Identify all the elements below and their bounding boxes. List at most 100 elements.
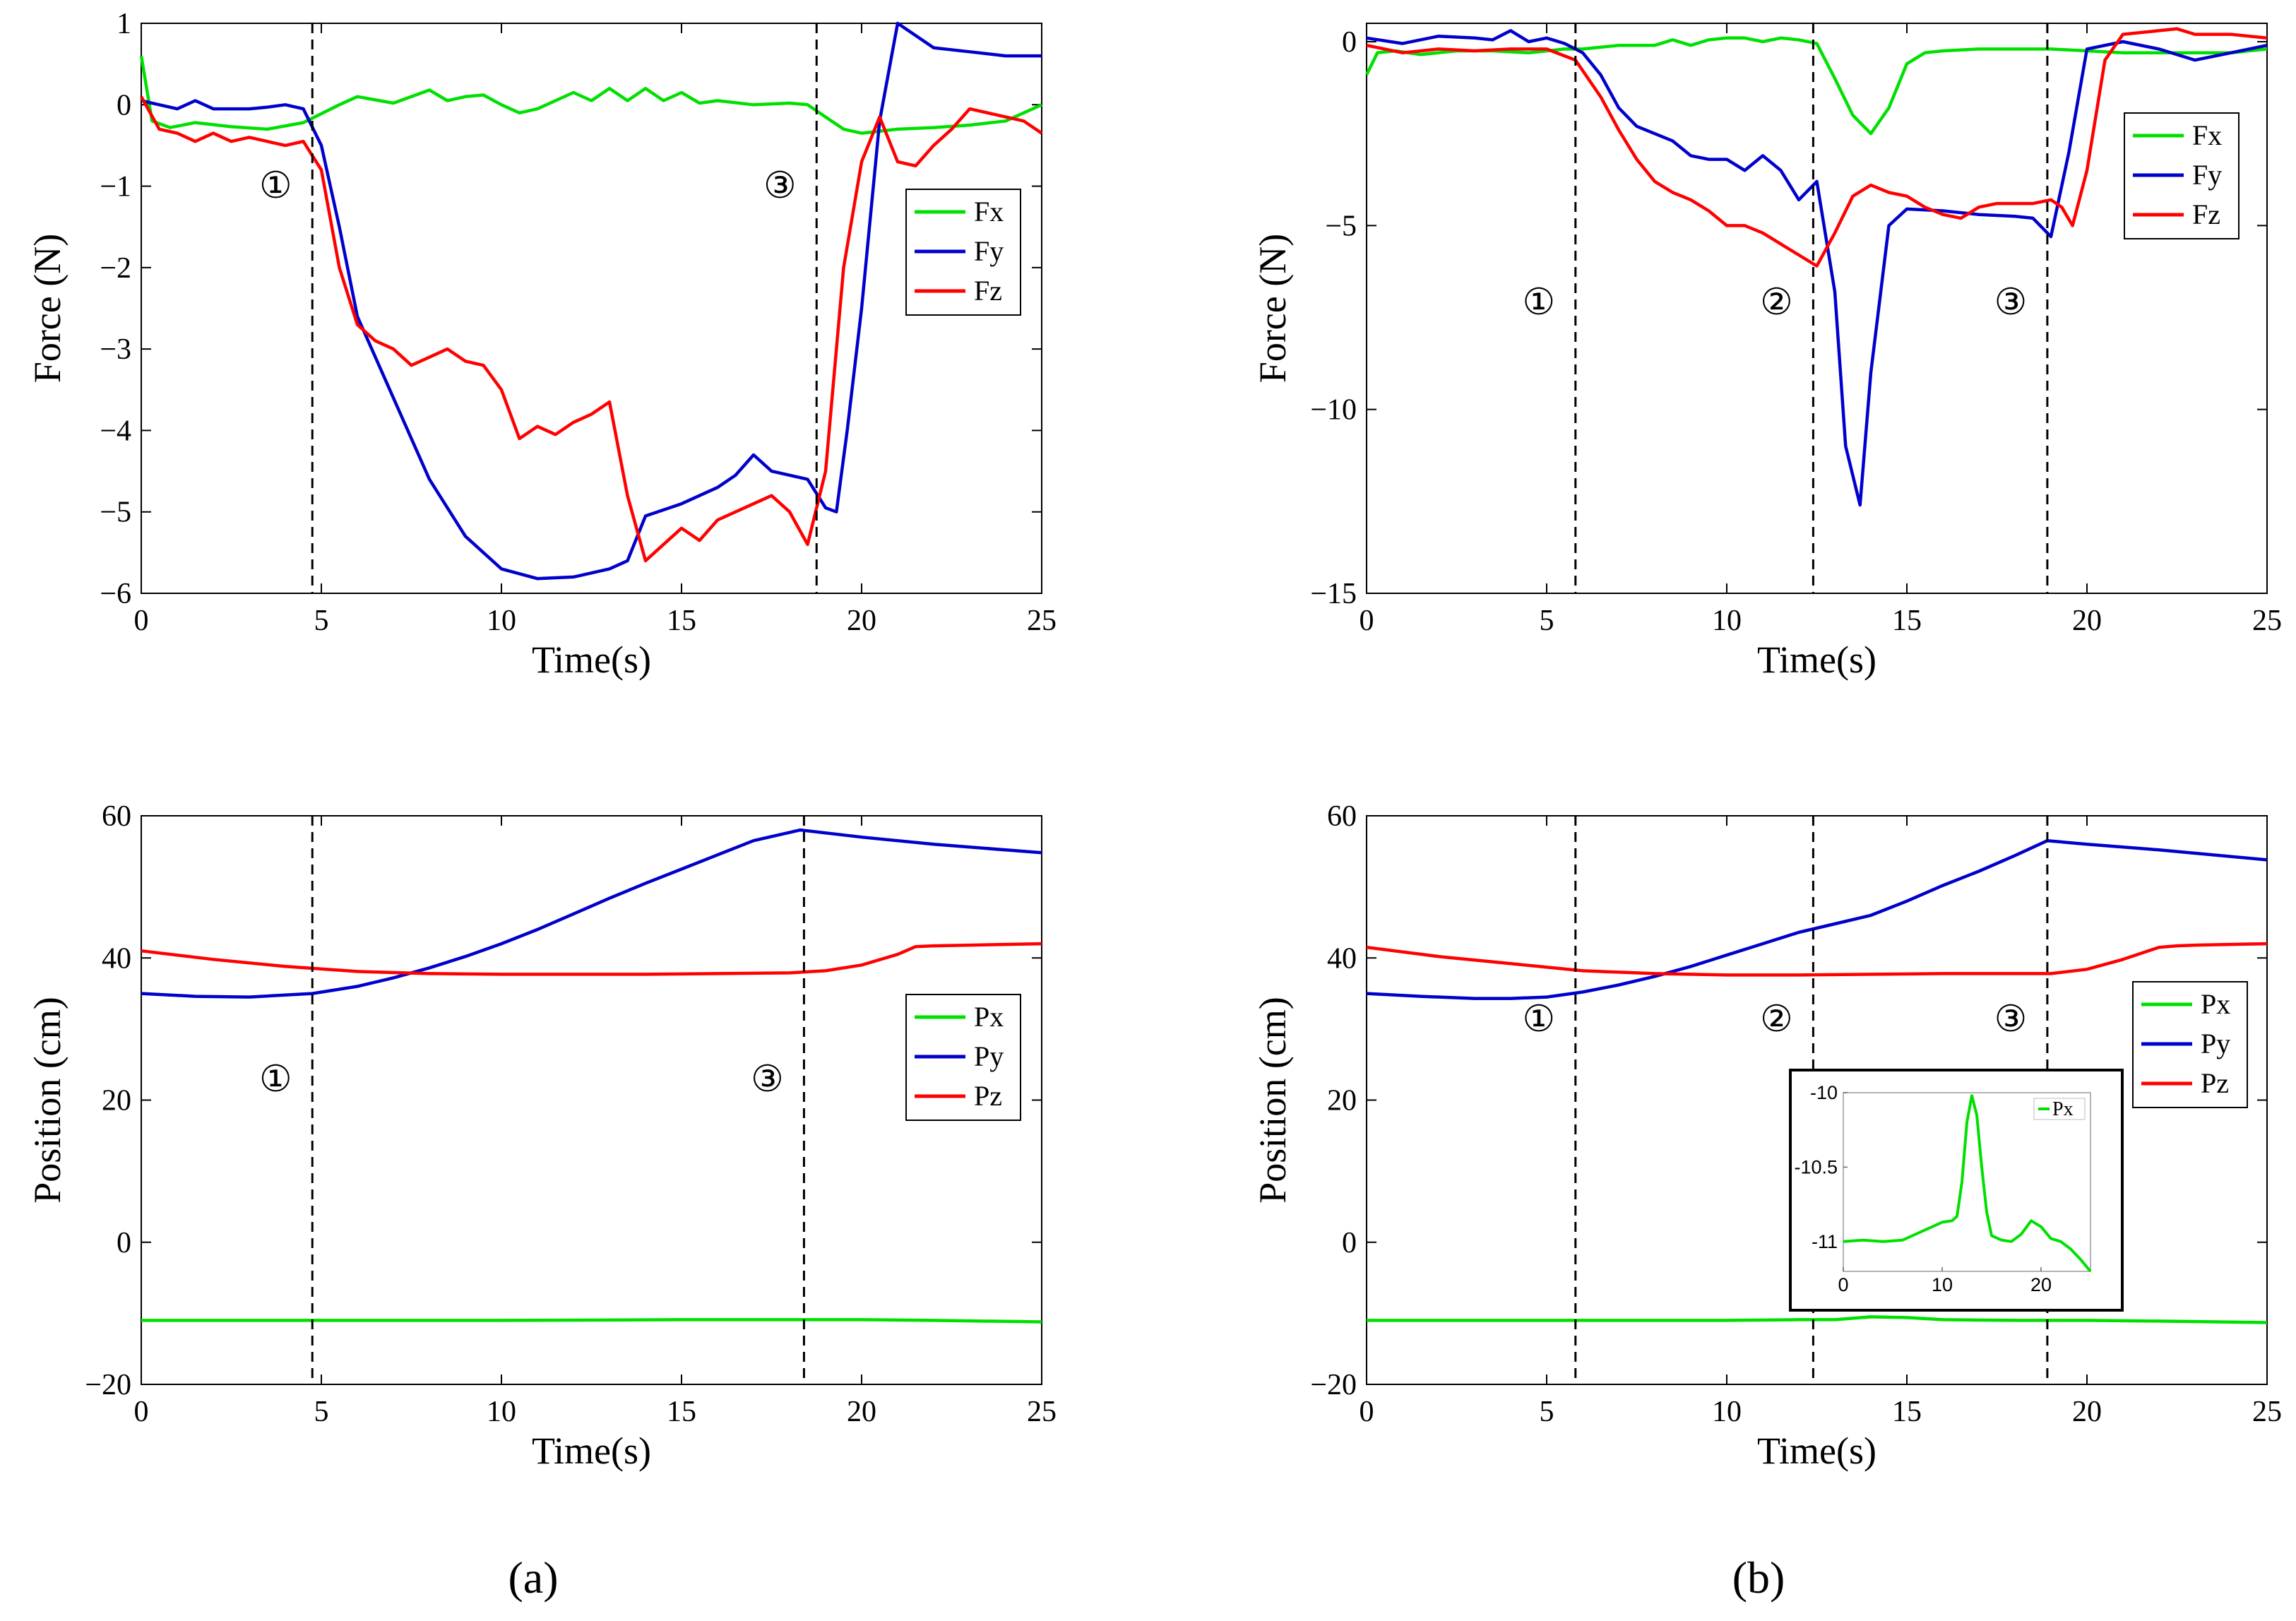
caption-a: (a) (508, 1552, 558, 1603)
b-force-ytick-label: −5 (1325, 210, 1357, 242)
a-position-ytick-label: 0 (117, 1227, 131, 1259)
a-position-xtick-label: 0 (134, 1396, 149, 1428)
a-force-marker-label: ③ (763, 166, 797, 206)
b-force-ylabel: Force (N) (1251, 234, 1294, 383)
a-position-xtick-label: 5 (314, 1396, 329, 1428)
b-position-ytick-label: 60 (1327, 800, 1357, 833)
b-position-xtick-label: 0 (1360, 1396, 1374, 1428)
a-position-legend-label-pz: Pz (974, 1080, 1002, 1112)
inset-ytick-label: -10 (1810, 1082, 1838, 1103)
a-position-xlabel: Time(s) (532, 1430, 651, 1472)
a-position-legend-label-px: Px (974, 1001, 1004, 1033)
b-force-marker-label: ③ (1994, 283, 2028, 323)
b-force-xtick-label: 15 (1892, 605, 1922, 637)
b-force-ytick-label: −10 (1310, 394, 1357, 427)
b-position-legend-label-pz: Pz (2201, 1067, 2229, 1099)
b-force-marker-label: ② (1760, 283, 1793, 323)
a-position-series-px (141, 1318, 1042, 1324)
a-force-series-fz (140, 95, 1043, 563)
a-force-legend-label-fx: Fx (974, 196, 1004, 227)
inset-ytick-label: -10.5 (1794, 1156, 1838, 1177)
panel-b-force: 0 5 10 15 20 25 0 −5 −10 −15 Time(s) Force (N) ① ② ③ Fx… (1251, 23, 2282, 681)
a-force-ytick-label: −4 (100, 415, 131, 447)
b-force-legend-label-fz: Fz (2192, 198, 2220, 230)
a-position-axes-box (141, 815, 1042, 1385)
a-force-xtick-label: 25 (1027, 605, 1057, 637)
a-position-ytick-label: −20 (85, 1369, 131, 1401)
inset-xtick-label: 0 (1838, 1274, 1848, 1295)
caption-b: (b) (1732, 1552, 1785, 1603)
a-position-ytick-label: 60 (102, 800, 131, 833)
b-position-legend-label-px: Px (2201, 988, 2230, 1020)
a-position-xtick-label: 15 (667, 1396, 696, 1428)
a-force-xtick-label: 0 (134, 605, 149, 637)
inset-legend-label-px: Px (2052, 1098, 2074, 1120)
b-position-xtick-label: 5 (1540, 1396, 1554, 1428)
b-position-ytick-label: 40 (1327, 942, 1357, 975)
b-position-ytick-label: 20 (1327, 1085, 1357, 1117)
a-force-axes-box (141, 23, 1042, 594)
a-force-legend-label-fz: Fz (974, 275, 1002, 307)
inset-ytick-label: -11 (1812, 1231, 1838, 1252)
b-force-series-fx (1364, 36, 2268, 136)
b-force-xlabel: Time(s) (1757, 639, 1876, 681)
b-force-ytick-label: 0 (1342, 26, 1357, 59)
b-position-ytick-label: 0 (1342, 1227, 1357, 1259)
a-position-legend-label-py: Py (974, 1040, 1004, 1072)
a-force-xtick-label: 10 (487, 605, 516, 637)
a-position-ytick-label: 40 (102, 942, 131, 975)
b-position-marker-label: ③ (1994, 999, 2028, 1040)
b-position-xtick-label: 25 (2252, 1396, 2282, 1428)
b-position-ylabel: Position (cm) (1251, 997, 1294, 1204)
b-force-legend-label-fx: Fx (2192, 119, 2222, 151)
a-force-ytick-label: 1 (117, 8, 131, 40)
a-position-marker-label: ① (259, 1059, 292, 1100)
b-force-ytick-label: −15 (1310, 578, 1357, 610)
a-position-xtick-label: 20 (847, 1396, 876, 1428)
b-position-marker-label: ② (1760, 999, 1793, 1040)
a-force-ytick-label: 0 (117, 89, 131, 121)
b-force-legend-label-fy: Fy (2192, 159, 2222, 191)
a-force-ytick-label: −5 (100, 497, 131, 529)
a-force-ytick-label: −6 (100, 578, 131, 610)
b-position-series-px (1367, 1315, 2268, 1324)
a-position-xtick-label: 10 (487, 1396, 516, 1428)
inset-series-px (1843, 1094, 2092, 1273)
b-force-xtick-label: 5 (1540, 605, 1554, 637)
b-force-xtick-label: 25 (2252, 605, 2282, 637)
b-force-marker-label: ① (1522, 283, 1555, 323)
b-force-xtick-label: 20 (2072, 605, 2102, 637)
a-position-series-py (141, 828, 1042, 999)
inset-xtick-label: 20 (2030, 1274, 2052, 1295)
b-position-series-pz (1366, 942, 2268, 977)
a-force-xlabel: Time(s) (532, 639, 651, 681)
b-force-series-fy (1366, 29, 2268, 507)
b-position-xlabel: Time(s) (1757, 1430, 1876, 1472)
a-force-xtick-label: 15 (667, 605, 696, 637)
inset-px-zoom: 0 10 20 -10 -10.5 -11 Px (1789, 1069, 2124, 1312)
a-force-series-fy (141, 21, 1042, 581)
b-position-xtick-label: 20 (2072, 1396, 2102, 1428)
b-position-series-py (1366, 838, 2268, 1000)
b-position-xtick-label: 10 (1712, 1396, 1742, 1428)
a-position-xtick-label: 25 (1027, 1396, 1057, 1428)
b-position-xtick-label: 15 (1892, 1396, 1922, 1428)
inset-xtick-label: 10 (1932, 1274, 1953, 1295)
b-position-ytick-label: −20 (1310, 1369, 1357, 1401)
a-force-marker-label: ① (259, 166, 292, 206)
b-force-xtick-label: 10 (1712, 605, 1742, 637)
a-force-xtick-label: 20 (847, 605, 876, 637)
b-position-marker-label: ① (1522, 999, 1555, 1040)
a-force-legend-label-fy: Fy (974, 235, 1004, 267)
a-force-ylabel: Force (N) (26, 234, 69, 383)
a-force-ytick-label: −2 (100, 252, 131, 285)
b-force-series-fz (1366, 27, 2268, 268)
a-position-ytick-label: 20 (102, 1085, 131, 1117)
a-force-ytick-label: −1 (100, 171, 131, 203)
b-position-legend-label-py: Py (2201, 1028, 2230, 1059)
a-position-ylabel: Position (cm) (26, 997, 69, 1204)
